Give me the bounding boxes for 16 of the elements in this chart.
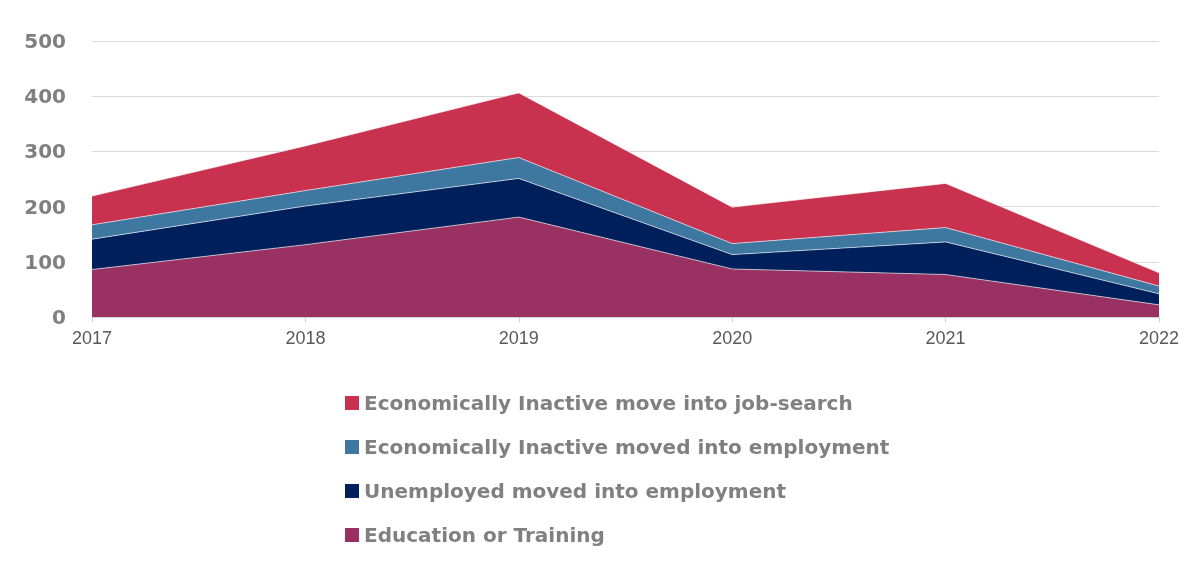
x-tick-label: 2022 bbox=[1138, 328, 1180, 348]
legend-label: Economically Inactive move into job-search bbox=[364, 391, 853, 415]
y-tick-label: 100 bbox=[24, 249, 66, 274]
y-tick-label: 200 bbox=[24, 194, 66, 219]
x-tick-label: 2019 bbox=[498, 328, 539, 348]
legend-label: Unemployed moved into employment bbox=[364, 479, 787, 503]
x-tick-label: 2017 bbox=[71, 328, 113, 348]
x-tick-label: 2018 bbox=[285, 328, 326, 348]
y-tick-label: 0 bbox=[52, 305, 66, 329]
x-tick-label: 2021 bbox=[925, 328, 966, 348]
legend-label: Education or Training bbox=[364, 523, 605, 547]
x-tick-label: 2020 bbox=[712, 328, 753, 348]
y-tick-label: 500 bbox=[24, 29, 66, 53]
y-tick-label: 300 bbox=[24, 139, 66, 164]
y-tick-label: 400 bbox=[24, 84, 66, 109]
legend-label: Economically Inactive moved into employment bbox=[364, 435, 890, 459]
